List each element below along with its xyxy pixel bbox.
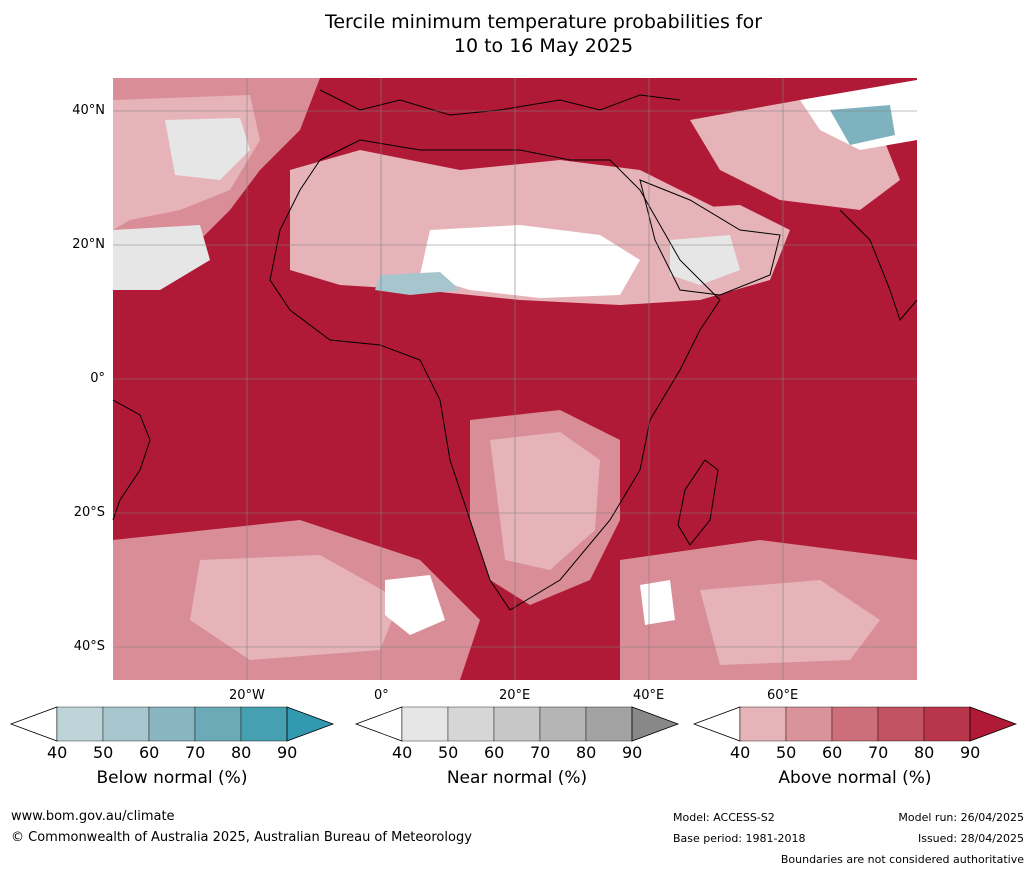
sahara-white-region	[420, 225, 640, 298]
colorbar-below-tick: 50	[93, 743, 114, 762]
colorbars	[9, 706, 1018, 742]
footer-base-period: Base period: 1981-2018	[673, 832, 806, 845]
title-line-1: Tercile minimum temperature probabilitie…	[324, 11, 763, 33]
colorbar-near-tick: 80	[576, 743, 597, 762]
colorbar-above	[692, 706, 1018, 742]
lon-label-40e: 40°E	[633, 688, 665, 703]
colorbar-above-segment	[923, 706, 971, 742]
colorbar-below	[9, 706, 335, 742]
colorbar-below-segment	[194, 706, 242, 742]
colorbar-above-segment	[739, 706, 787, 742]
lat-label-40n: 40°N	[72, 103, 105, 118]
colorbar-above-low-arrow	[692, 706, 741, 742]
colorbar-above-segment	[785, 706, 833, 742]
title-line-2: 10 to 16 May 2025	[453, 35, 634, 57]
lat-label-0: 0°	[90, 371, 105, 386]
footer-copyright: © Commonwealth of Australia 2025, Austra…	[11, 830, 472, 845]
colorbar-near-tick: 60	[484, 743, 505, 762]
eastern-atlantic-grey-patch	[113, 225, 210, 290]
south-atlantic-white-patch	[385, 575, 445, 635]
colorbar-below-segment	[148, 706, 196, 742]
colorbar-near-tick: 40	[392, 743, 413, 762]
footer-model: Model: ACCESS-S2	[673, 811, 775, 824]
footer-model-run: Model run: 26/04/2025	[898, 811, 1024, 824]
colorbar-near-title: Near normal (%)	[446, 768, 588, 788]
north-atlantic-near-normal-patch	[165, 118, 250, 180]
lat-label-40s: 40°S	[73, 639, 105, 654]
colorbar-near-tick: 50	[438, 743, 459, 762]
colorbar-above-segment	[877, 706, 925, 742]
colorbar-near-low-arrow	[354, 706, 403, 742]
colorbar-below-tick: 90	[277, 743, 298, 762]
lat-label-20n: 20°N	[72, 237, 105, 252]
colorbar-above-tick: 80	[914, 743, 935, 762]
india-coastline	[839, 209, 918, 321]
colorbar-above-high-arrow	[969, 706, 1018, 742]
footer-issued: Issued: 28/04/2025	[917, 832, 1024, 845]
colorbar-near-segment	[539, 706, 587, 742]
graticule	[113, 78, 917, 680]
colorbar-below-tick: 70	[185, 743, 206, 762]
sahel-blue-patch	[375, 272, 460, 295]
lat-label-20s: 20°S	[73, 505, 105, 520]
footer-website: www.bom.gov.au/climate	[11, 809, 175, 824]
colorbar-above-title: Above normal (%)	[778, 768, 932, 788]
colorbar-above-tick: 70	[868, 743, 889, 762]
lon-label-20e: 20°E	[499, 688, 531, 703]
colorbar-below-segment	[56, 706, 104, 742]
colorbar-near-segment	[585, 706, 633, 742]
colorbar-near-segment	[493, 706, 541, 742]
chart-title: Tercile minimum temperature probabilitie…	[0, 10, 1035, 58]
colorbar-below-title: Below normal (%)	[96, 768, 248, 788]
colorbar-below-tick: 40	[47, 743, 68, 762]
colorbar-near-tick: 70	[530, 743, 551, 762]
coastlines	[112, 89, 918, 611]
lon-label-20w: 20°W	[229, 688, 265, 703]
colorbar-near-segment	[401, 706, 449, 742]
footer-boundaries: Boundaries are not considered authoritat…	[780, 853, 1024, 866]
colorbar-below-low-arrow	[9, 706, 58, 742]
south-indian-white-patch	[640, 580, 675, 625]
colorbar-near-tick: 90	[622, 743, 643, 762]
south-indian-lighter-region	[700, 580, 880, 665]
colorbar-below-segment	[102, 706, 150, 742]
colorbar-below-tick: 80	[231, 743, 252, 762]
colorbar-above-tick: 90	[960, 743, 981, 762]
africa-coastline	[269, 139, 721, 611]
colorbar-above-tick: 60	[822, 743, 843, 762]
europe-coastline	[319, 89, 681, 116]
colorbar-above-tick: 50	[776, 743, 797, 762]
colorbar-near	[354, 706, 680, 742]
southern-africa-lighter-region	[490, 432, 600, 570]
colorbar-above-segment	[831, 706, 879, 742]
arabia-coastline	[639, 179, 781, 296]
colorbar-near-high-arrow	[631, 706, 680, 742]
lon-label-0: 0°	[374, 688, 389, 703]
madagascar-coastline	[677, 459, 719, 546]
arabia-near-normal-patch	[670, 235, 740, 285]
central-asia-blue-patch	[830, 105, 895, 145]
south-atlantic-lighter-region	[190, 555, 400, 660]
brazil-coastline	[112, 399, 151, 521]
lon-label-60e: 60°E	[767, 688, 799, 703]
colorbar-below-segment	[240, 706, 288, 742]
colorbar-above-tick: 40	[730, 743, 751, 762]
colorbar-below-high-arrow	[286, 706, 335, 742]
colorbar-below-tick: 60	[139, 743, 160, 762]
colorbar-near-segment	[447, 706, 495, 742]
